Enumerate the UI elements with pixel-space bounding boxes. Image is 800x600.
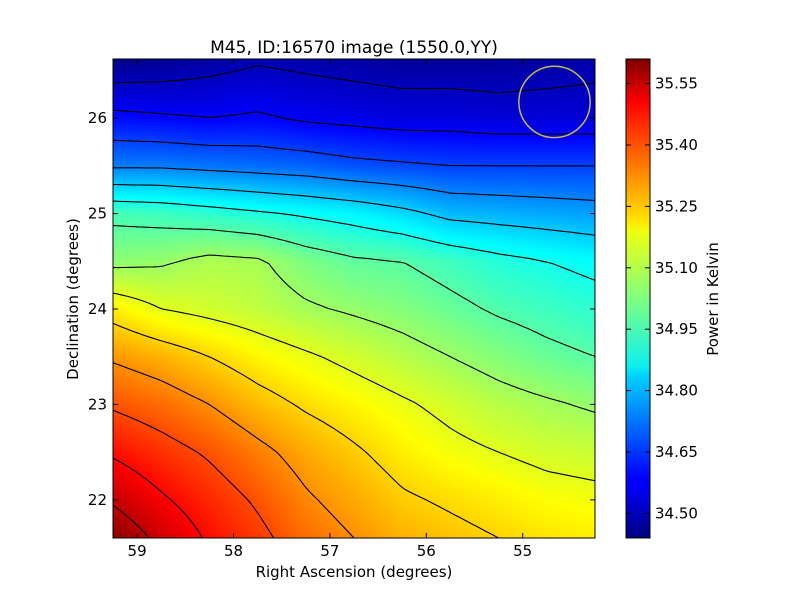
colorbar-tick-label: 35.40 <box>655 136 698 154</box>
contour-level-4 <box>113 183 595 236</box>
contour-level-12 <box>113 457 204 538</box>
contour-level-13 <box>113 504 150 538</box>
colorbar-label: Power in Kelvin <box>704 242 722 356</box>
x-tick-label: 58 <box>224 542 243 560</box>
contour-level-1 <box>113 109 595 135</box>
colorbar <box>626 59 650 538</box>
colorbar-tick-label: 34.65 <box>655 443 698 461</box>
contour-level-2 <box>113 139 595 167</box>
x-axis: 59 58 57 56 55 <box>128 59 532 560</box>
y-tick-label: 24 <box>88 300 107 318</box>
colorbar-tick-label: 35.10 <box>655 259 698 277</box>
beam-circle <box>518 65 591 139</box>
x-axis-label: Right Ascension (degrees) <box>256 563 453 581</box>
y-tick-label: 26 <box>88 109 107 127</box>
colorbar-tick-label: 34.50 <box>655 504 698 522</box>
colorbar-tick-label: 34.95 <box>655 320 698 338</box>
contour-lines <box>113 65 595 538</box>
y-tick-label: 22 <box>88 491 107 509</box>
colorbar-ticks: 34.50 34.65 34.80 34.95 35.10 35.25 35.40 35.55 <box>626 75 698 522</box>
colorbar-tick-label: 35.55 <box>655 75 698 93</box>
contour-level-9 <box>113 322 500 538</box>
y-tick-label: 25 <box>88 205 107 223</box>
contour-level-8 <box>113 292 595 482</box>
contour-level-10 <box>113 362 355 538</box>
x-tick-label: 56 <box>417 542 436 560</box>
x-tick-label: 57 <box>320 542 339 560</box>
x-tick-label: 55 <box>513 542 532 560</box>
x-tick-label: 59 <box>128 542 147 560</box>
contour-level-3 <box>113 167 595 202</box>
colorbar-frame <box>625 58 651 539</box>
chart-title: M45, ID:16570 image (1550.0,YY) <box>210 38 498 58</box>
colorbar-tick-label: 35.25 <box>655 197 698 215</box>
contour-level-6 <box>113 224 595 357</box>
contour-level-11 <box>113 409 275 538</box>
heatmap-image <box>113 59 595 538</box>
plot-frame <box>112 58 596 539</box>
colorbar-tick-label: 34.80 <box>655 382 698 400</box>
y-axis: 22 23 24 25 26 <box>88 109 595 509</box>
y-axis-label: Declination (degrees) <box>64 218 82 380</box>
contour-level-7 <box>113 254 595 413</box>
y-tick-label: 23 <box>88 395 107 413</box>
contour-level-0 <box>113 65 595 94</box>
contour-level-5 <box>113 200 595 281</box>
